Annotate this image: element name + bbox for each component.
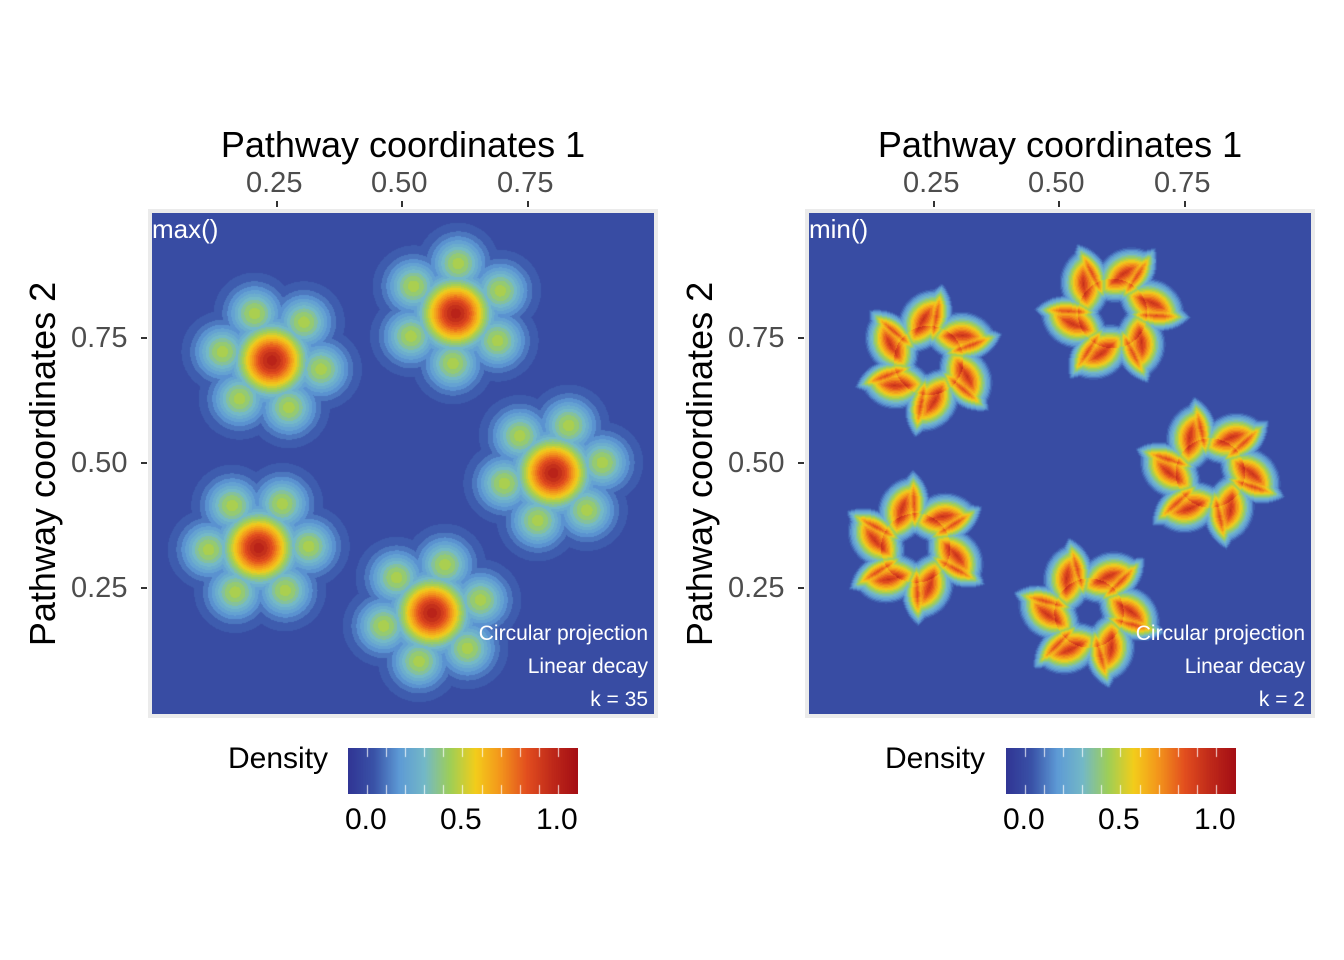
colorbar-label: 0.0 bbox=[345, 803, 387, 836]
annotation-k: k = 35 bbox=[590, 688, 648, 711]
x-tick-mark bbox=[933, 201, 935, 207]
x-tick-mark bbox=[276, 201, 278, 207]
facet-label: max() bbox=[152, 214, 219, 244]
y-axis-title: Pathway coordinates 2 bbox=[22, 281, 63, 647]
x-tick-label: 0.75 bbox=[1154, 167, 1211, 199]
x-tick-label: 0.50 bbox=[371, 167, 428, 199]
y-tick-mark bbox=[798, 587, 804, 589]
x-axis-title: Pathway coordinates 1 bbox=[877, 124, 1243, 165]
y-tick-label: 0.50 bbox=[728, 447, 785, 479]
colorbar bbox=[1006, 748, 1236, 794]
y-axis-title: Pathway coordinates 2 bbox=[679, 281, 720, 647]
y-tick-mark bbox=[798, 462, 804, 464]
annotation-projection: Circular projection bbox=[478, 622, 648, 645]
colorbar-label: 1.0 bbox=[1194, 803, 1236, 836]
y-tick-label: 0.50 bbox=[71, 447, 128, 479]
annotation-decay: Linear decay bbox=[527, 655, 648, 678]
colorbar-label: 0.5 bbox=[1098, 803, 1140, 836]
y-tick-label: 0.25 bbox=[71, 572, 128, 604]
x-tick-label: 0.25 bbox=[246, 167, 303, 199]
colorbar-label: 0.0 bbox=[1003, 803, 1045, 836]
y-tick-mark bbox=[798, 337, 804, 339]
x-tick-mark bbox=[401, 201, 403, 207]
x-tick-mark bbox=[1184, 201, 1186, 207]
legend-title: Density bbox=[885, 742, 986, 775]
x-tick-label: 0.50 bbox=[1028, 167, 1085, 199]
annotation-decay: Linear decay bbox=[1184, 655, 1305, 678]
legend-title: Density bbox=[228, 742, 329, 775]
colorbar bbox=[348, 748, 578, 794]
annotation-k: k = 2 bbox=[1258, 688, 1305, 711]
x-tick-mark bbox=[1058, 201, 1060, 207]
y-tick-mark bbox=[141, 337, 147, 339]
y-tick-label: 0.75 bbox=[71, 322, 128, 354]
x-tick-label: 0.75 bbox=[497, 167, 554, 199]
x-tick-label: 0.25 bbox=[903, 167, 960, 199]
y-tick-label: 0.75 bbox=[728, 322, 785, 354]
annotation-projection: Circular projection bbox=[1135, 622, 1305, 645]
x-axis-title: Pathway coordinates 1 bbox=[220, 124, 586, 165]
x-tick-mark bbox=[527, 201, 529, 207]
density-heatmap bbox=[152, 213, 654, 714]
density-heatmap bbox=[809, 213, 1311, 714]
y-tick-mark bbox=[141, 462, 147, 464]
y-tick-label: 0.25 bbox=[728, 572, 785, 604]
colorbar-label: 1.0 bbox=[536, 803, 578, 836]
facet-label: min() bbox=[809, 214, 869, 244]
y-tick-mark bbox=[141, 587, 147, 589]
colorbar-label: 0.5 bbox=[440, 803, 482, 836]
